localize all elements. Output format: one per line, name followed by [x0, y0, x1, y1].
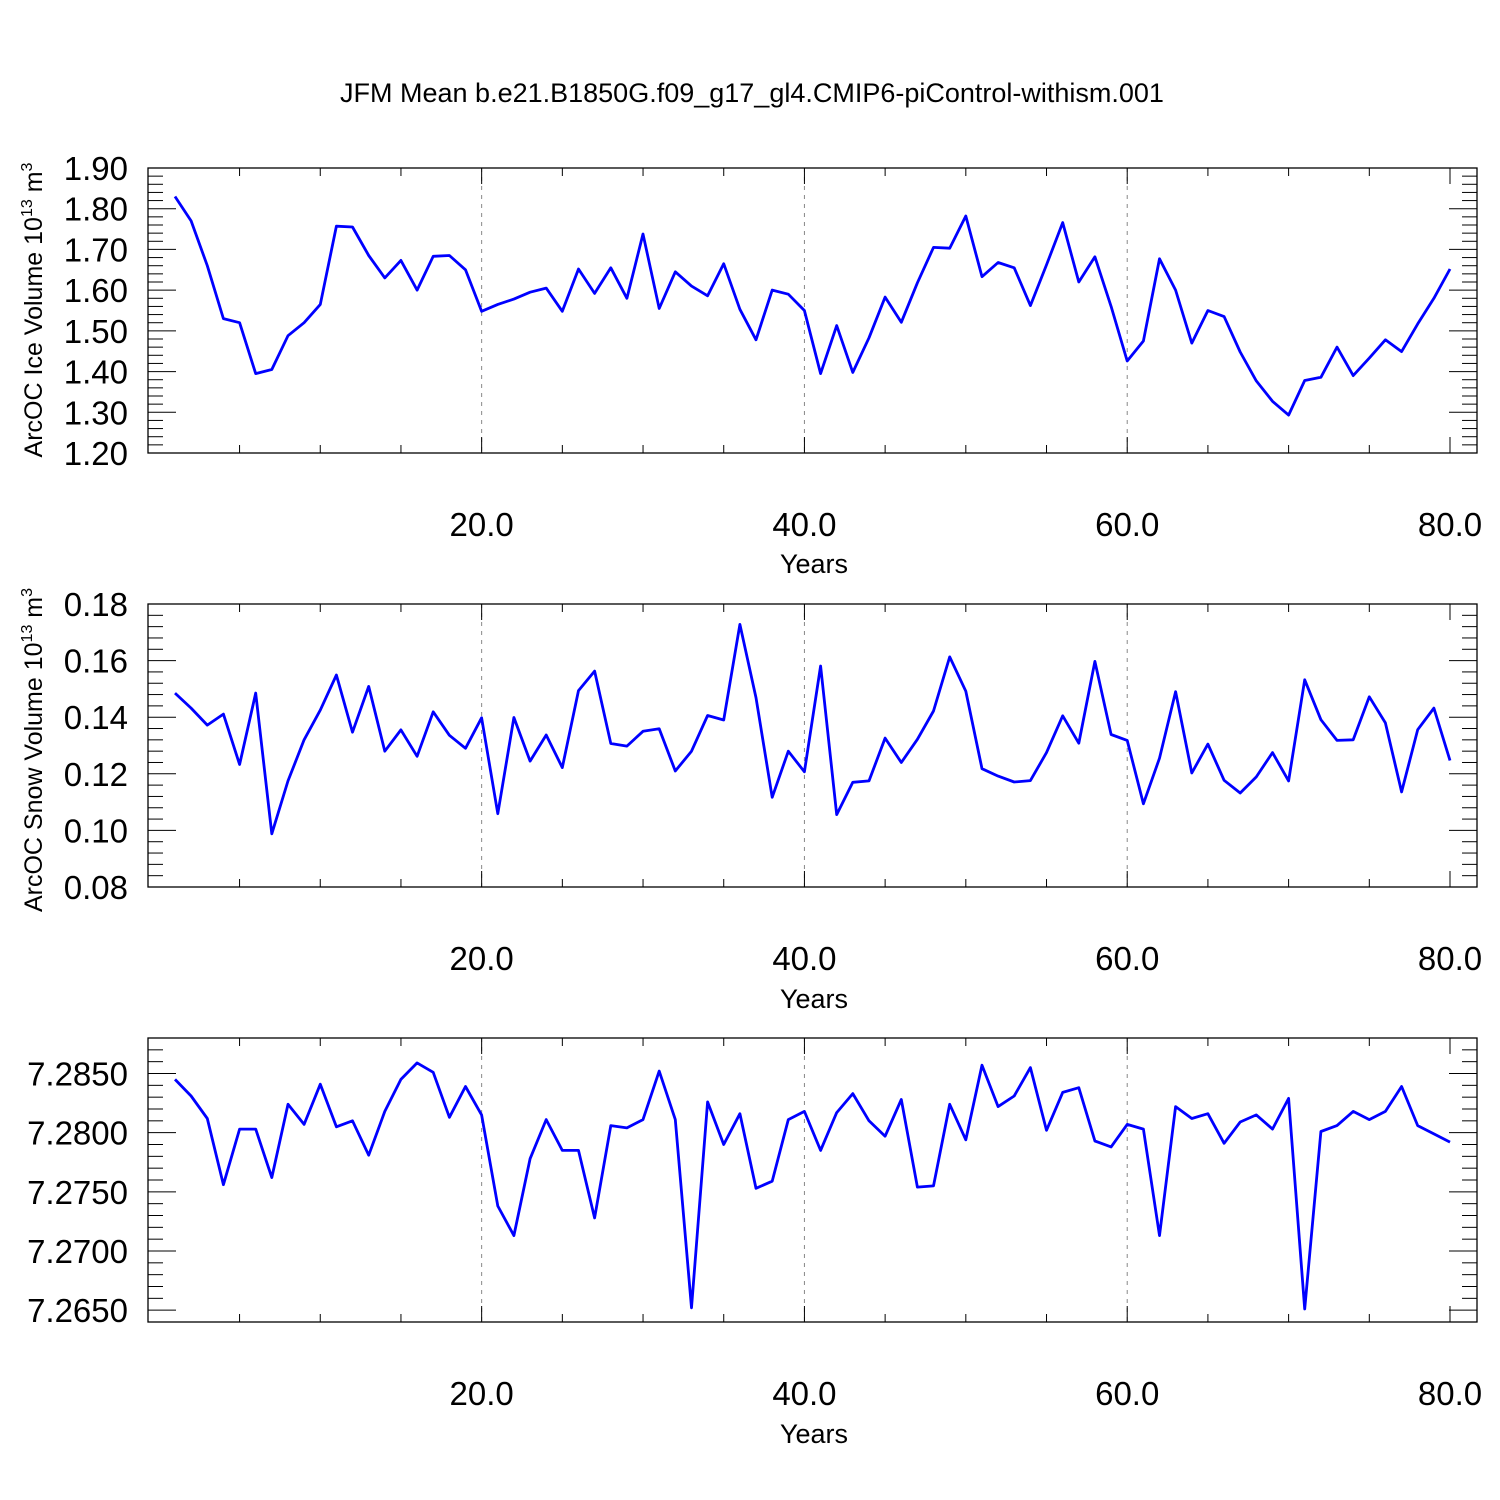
y-axis-label-superscript: 3	[19, 588, 36, 597]
x-axis-label: Years	[780, 1419, 848, 1449]
plot-frame	[147, 603, 1478, 888]
y-tick-label: 1.30	[64, 394, 128, 431]
x-tick-label: 80.0	[1418, 940, 1482, 977]
x-tick-label: 20.0	[450, 1375, 514, 1412]
y-tick-label: 7.2700	[27, 1233, 128, 1270]
x-tick-label: 20.0	[450, 940, 514, 977]
x-tick-label: 40.0	[772, 506, 836, 543]
y-tick-label: 0.14	[64, 699, 128, 736]
y-tick-label: 1.50	[64, 313, 128, 350]
y-axis-label-text: ArcOC Ice Volume 10	[20, 217, 48, 457]
plot-frame	[147, 1037, 1478, 1323]
y-axis-label: ArcOC Ice Volume 1013 m3	[19, 162, 48, 457]
plot-frame	[147, 167, 1478, 454]
y-tick-label: 0.16	[64, 643, 128, 680]
panel-3: 20.0 40.0 60.0 80.0 Years 7.2650 7.2700 7.2750 7…	[27, 1037, 1482, 1449]
y-axis-label-superscript: 13	[19, 625, 36, 643]
y-tick-label: 1.70	[64, 231, 128, 268]
y-tick-label: 7.2650	[27, 1292, 128, 1329]
y-axis-label-superscript: 13	[19, 199, 36, 217]
y-axis-label-text: m	[20, 171, 48, 199]
y-tick-label: 7.2750	[27, 1174, 128, 1211]
x-axis-label: Years	[780, 984, 848, 1014]
x-tick-label: 80.0	[1418, 506, 1482, 543]
y-tick-label: 1.90	[64, 150, 128, 187]
y-tick-label: 1.20	[64, 435, 128, 472]
y-tick-label: 0.12	[64, 756, 128, 793]
y-tick-label: 0.08	[64, 869, 128, 906]
series-line	[173, 1061, 1451, 1311]
chart-title: JFM Mean b.e21.B1850G.f09_g17_gl4.CMIP6-…	[340, 78, 1164, 108]
x-tick-label: 80.0	[1418, 1375, 1482, 1412]
x-axis-label: Years	[780, 549, 848, 579]
panel-1: 20.0 40.0 60.0 80.0 Years 1.20 1.301.40 1.50 1.6…	[19, 150, 1482, 579]
series-line	[173, 195, 1452, 417]
y-axis-label-superscript: 3	[19, 162, 36, 171]
y-tick-label: 1.80	[64, 191, 128, 228]
y-tick-label: 0.18	[64, 586, 128, 623]
x-tick-label: 20.0	[450, 506, 514, 543]
x-tick-label: 40.0	[772, 940, 836, 977]
y-tick-label: 1.40	[64, 354, 128, 391]
y-axis-label-text: m	[20, 597, 48, 625]
x-tick-label: 60.0	[1095, 506, 1159, 543]
y-tick-label: 7.2850	[27, 1056, 128, 1093]
y-axis-label: ArcOC Snow Volume 1013 m3	[19, 588, 48, 912]
y-tick-label: 1.60	[64, 272, 128, 309]
x-tick-label: 40.0	[772, 1375, 836, 1412]
y-axis-label-text: ArcOC Snow Volume 10	[20, 642, 48, 912]
y-tick-label: 0.10	[64, 812, 128, 849]
panel-2: 20.0 40.0 60.0 80.0 Years 0.08 0.10 0.12 0.14 0.1…	[19, 586, 1482, 1014]
series-line	[174, 623, 1452, 836]
x-tick-label: 60.0	[1095, 1375, 1159, 1412]
x-tick-label: 60.0	[1095, 940, 1159, 977]
y-tick-label: 7.2800	[27, 1115, 128, 1152]
